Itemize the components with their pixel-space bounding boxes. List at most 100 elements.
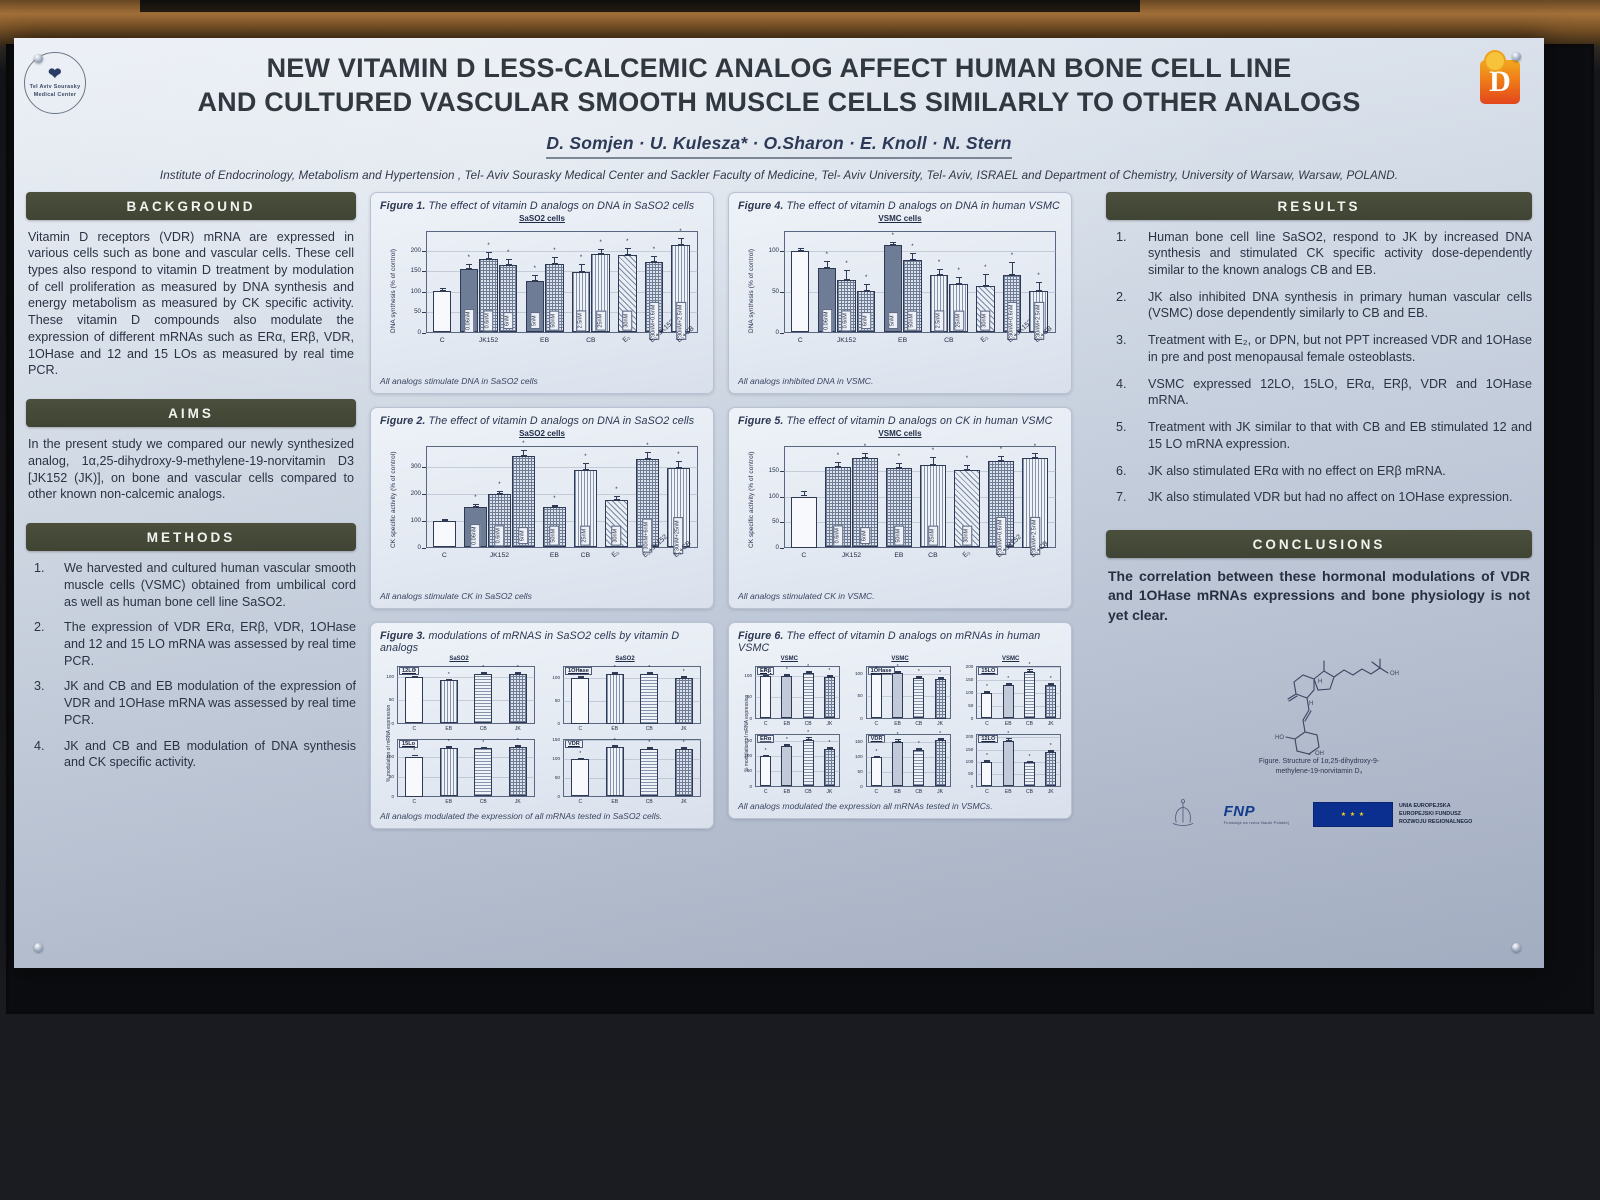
bar [1045, 751, 1057, 787]
heart-icon: ❤ [48, 65, 62, 83]
bar [791, 250, 810, 333]
error-bar [515, 672, 522, 675]
y-tick-mark [422, 271, 426, 273]
y-tick-label: 200 [410, 246, 421, 254]
bar [674, 678, 693, 724]
x-tick-label: C [797, 336, 803, 344]
significance-star: * [487, 243, 490, 250]
significance-star: * [939, 730, 942, 737]
x-tick-label: EB [1004, 788, 1012, 795]
bar [892, 741, 904, 787]
y-tick-mark [780, 291, 784, 293]
gridline [755, 676, 840, 678]
y-tick-label: 150 [768, 467, 779, 474]
y-tick-label: 200 [965, 734, 974, 740]
error-bar [1048, 749, 1055, 753]
vitamin-d-logo-icon: D [1474, 52, 1526, 110]
bar [433, 291, 452, 333]
authors-row: D. Somjen · U. Kulesza* · O.Sharon · E. … [14, 120, 1544, 159]
y-tick-mark [422, 466, 426, 468]
significance-star: * [648, 739, 651, 746]
x-tick-label: CB [1025, 720, 1033, 727]
error-bar [496, 490, 503, 494]
gridline [755, 697, 840, 699]
error-bar [578, 264, 585, 273]
gridline [976, 774, 1062, 776]
bar-dose-label: 25nM [928, 525, 938, 546]
bar [934, 678, 946, 719]
error-bar [411, 755, 418, 757]
significance-star: * [482, 739, 485, 746]
error-bar [863, 284, 870, 291]
figure-6-caption: Figure 6. The effect of vitamin D analog… [738, 630, 1062, 654]
panel-tag: 15LO [978, 666, 999, 675]
gridline [976, 737, 1062, 739]
bar [1023, 671, 1035, 719]
error-bar [1036, 281, 1043, 291]
bar: 30nM+2.5nM [1029, 290, 1048, 340]
y-tick-mark [780, 522, 784, 523]
bar [640, 673, 659, 724]
y-tick-label: 50 [414, 308, 421, 316]
error-bar [551, 257, 558, 265]
error-bar [936, 268, 943, 276]
list-item: We harvested and cultured human vascular… [34, 560, 356, 609]
bar: 30nM [618, 255, 637, 333]
x-tick-label: CB [1025, 788, 1033, 795]
figure-1-panel: Figure 1. The effect of vitamin D analog… [370, 191, 714, 394]
section-heading-results: RESULTS [1106, 191, 1532, 220]
y-tick-label: 0 [417, 328, 421, 336]
error-bar [797, 248, 804, 252]
figure-2-caption-text: The effect of vitamin D analogs on DNA i… [428, 414, 695, 427]
error-bar [520, 450, 527, 456]
significance-star: * [957, 268, 960, 274]
section-heading-conclusions: CONCLUSIONS [1106, 530, 1532, 559]
figure-5-panel: Figure 5. The effect of vitamin D analog… [728, 406, 1072, 609]
y-tick-label: 100 [386, 674, 394, 680]
error-bar [956, 277, 963, 285]
error-bar [1026, 760, 1033, 764]
eu-logo-text: UNIA EUROPEJSKA EUROPEJSKI FUNDUSZ ROZWO… [1399, 802, 1472, 826]
significance-star: * [467, 254, 471, 261]
conference-poster: ❤ Tel Aviv Sourasky Medical Center D NEW… [14, 38, 1544, 968]
error-bar [505, 258, 512, 265]
significance-star: * [626, 238, 629, 245]
list-item: Treatment with E₂, or DPN, but not PPT i… [1116, 332, 1532, 364]
bar: 6nM [856, 290, 876, 333]
y-tick-label: 100 [410, 516, 421, 524]
molecule-caption: Figure. Structure of 1α,25-dihydroxy-9- … [1106, 757, 1532, 777]
section-background: BACKGROUND Vitamin D receptors (VDR) mRN… [26, 191, 356, 380]
bar [571, 678, 590, 724]
x-tick-label: C [412, 798, 417, 805]
y-tick-mark [780, 547, 784, 549]
mini-panel: ERβ 0 50 100 * C * EB * CB * JK% modulation of mRNA… [738, 662, 841, 772]
error-bar [984, 760, 991, 763]
eu-stars-icon: ★ ★ ★ [1340, 811, 1366, 818]
eu-sub-1: EUROPEJSKI FUNDUSZ [1398, 811, 1461, 818]
error-bar [826, 674, 833, 677]
plot-area [397, 665, 535, 724]
significance-star: * [845, 261, 848, 268]
plot-area [755, 733, 840, 787]
bar-dose-label: 6nM [503, 312, 513, 330]
error-bar [964, 465, 971, 471]
gridline [563, 759, 701, 761]
y-tick-label: 100 [965, 689, 974, 695]
significance-star: * [807, 729, 810, 736]
significance-star: * [579, 750, 582, 757]
bar [760, 756, 772, 787]
bar [823, 749, 835, 787]
significance-star: * [648, 664, 651, 671]
list-item: VSMC expressed 12LO, 15LO, ERα, ERβ, VDR… [1116, 376, 1532, 408]
x-tick-label: CB [804, 720, 812, 727]
funder-logos: FNP Fundacja na rzecz Nauki Polskiej ★ ★… [1106, 797, 1532, 831]
y-tick-label: 50 [772, 287, 779, 295]
error-bar [582, 462, 589, 470]
significance-star: * [864, 275, 868, 282]
mini-panel: 12LO 0 50 100 * C * EB * CB * JK% modulation of mRN… [380, 662, 538, 782]
error-bar [784, 743, 791, 746]
gridline [397, 700, 535, 702]
mini-panel-group: VSMC 15LO 0 50 100 150 200 * C * EB * CB * JK 12LO 0 50 10… [959, 656, 1062, 798]
y-tick-label: 300 [410, 462, 421, 470]
